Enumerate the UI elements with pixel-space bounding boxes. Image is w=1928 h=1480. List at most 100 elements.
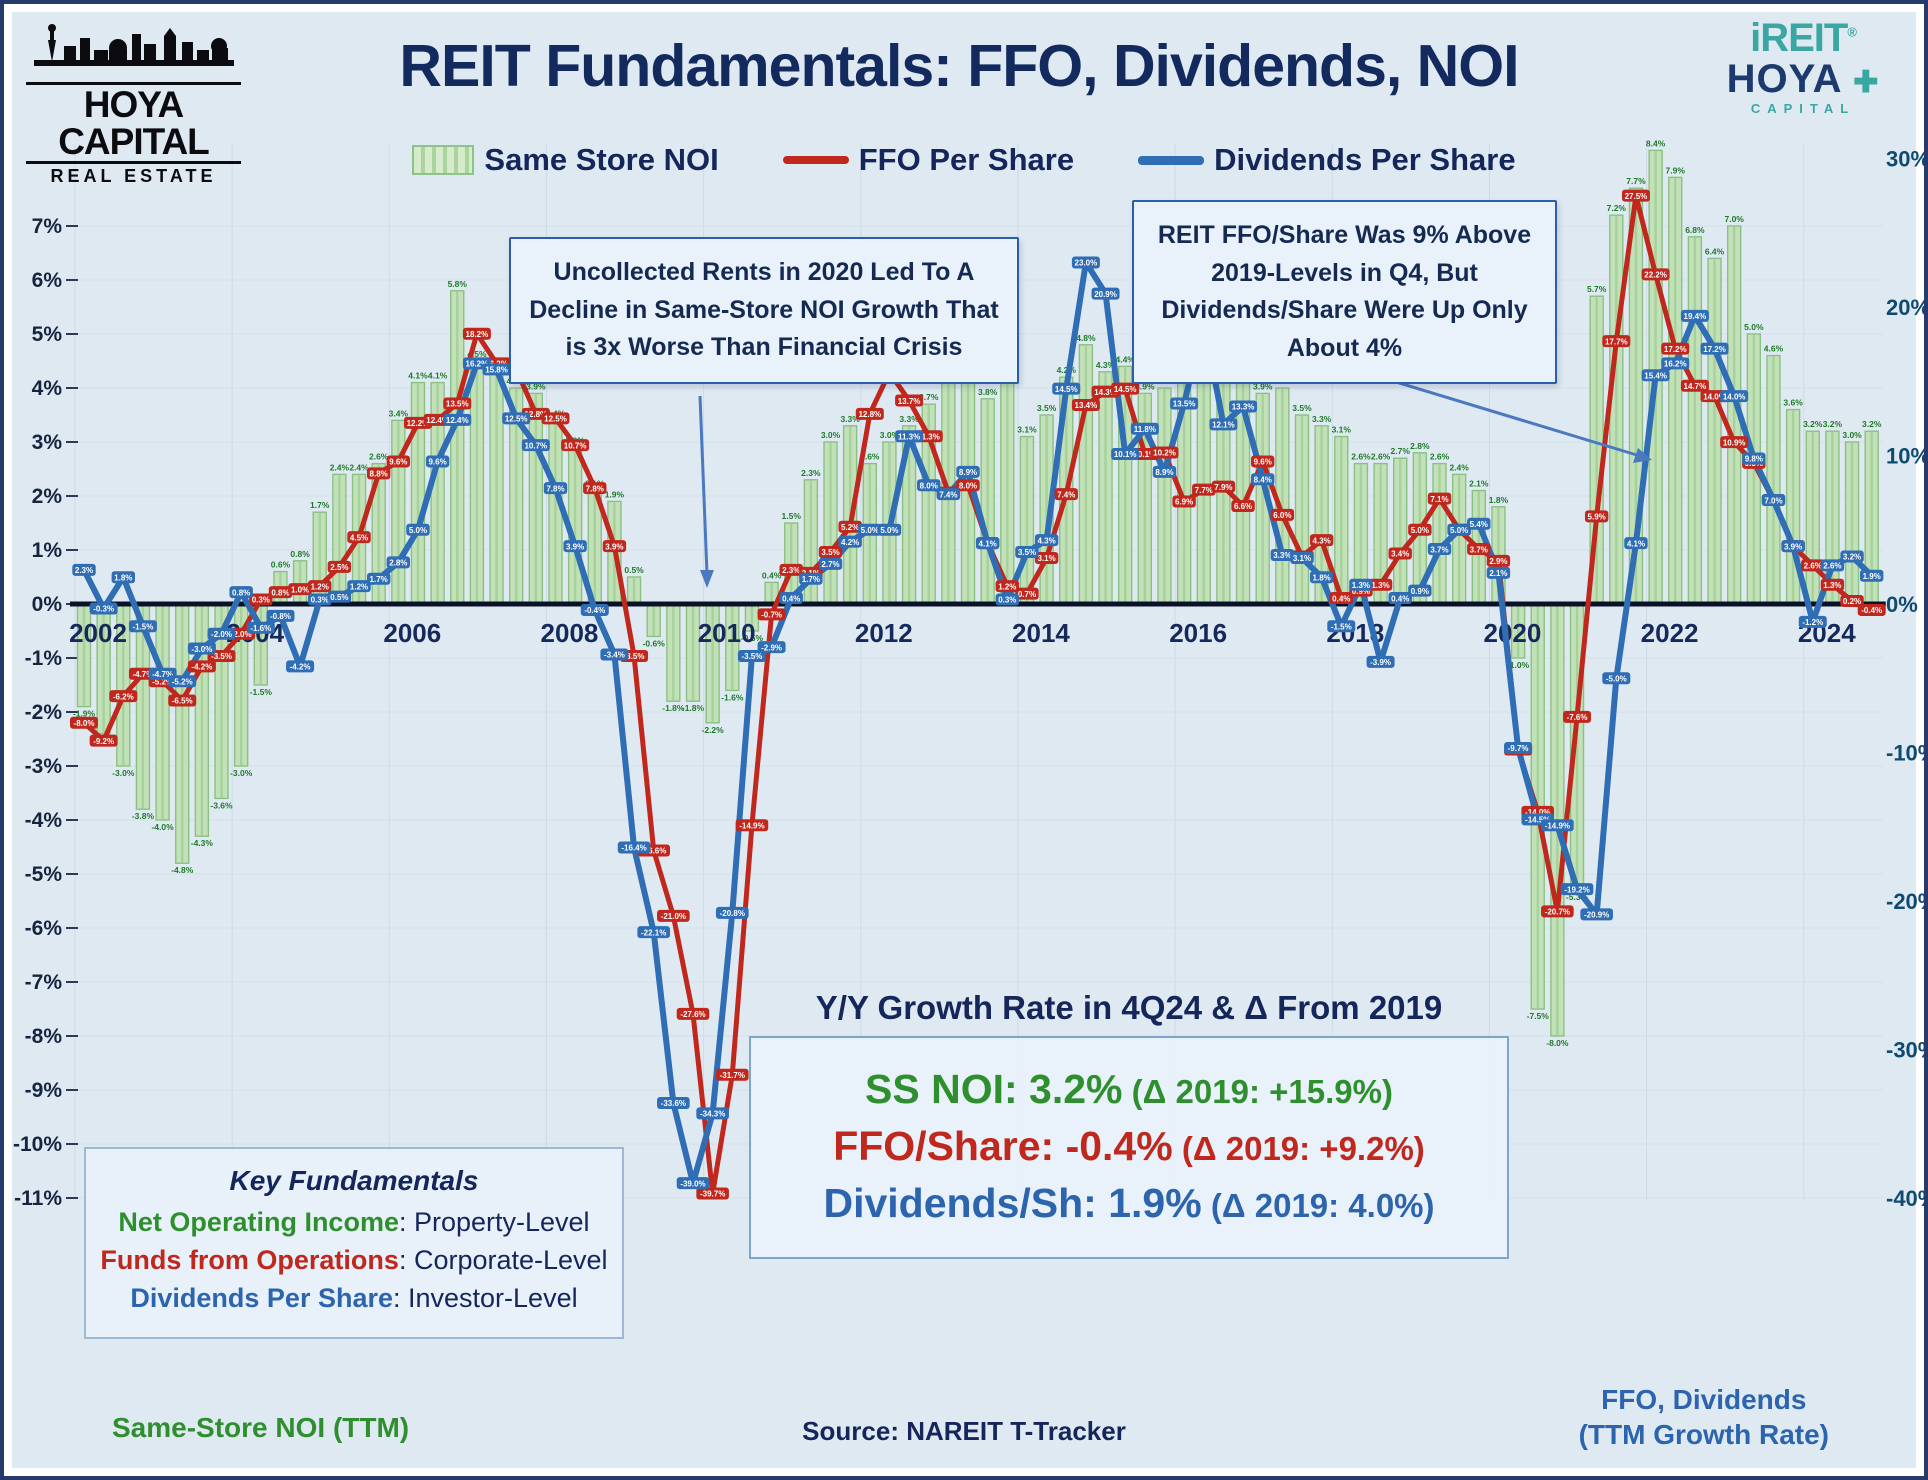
svg-text:-33.6%: -33.6% [661,1099,686,1108]
svg-text:5.0%: 5.0% [1411,526,1429,535]
svg-text:20.9%: 20.9% [1094,290,1117,299]
svg-text:5.9%: 5.9% [1588,513,1606,522]
svg-text:-9%: -9% [25,1079,63,1102]
svg-text:-4.7%: -4.7% [132,670,153,679]
svg-text:10.9%: 10.9% [1723,438,1746,447]
svg-text:0.4%: 0.4% [1332,594,1350,603]
svg-text:2.6%: 2.6% [1371,452,1391,462]
svg-text:12.5%: 12.5% [544,415,567,424]
key-fundamentals-box: Key Fundamentals Net Operating Income: P… [84,1147,624,1339]
svg-text:3.9%: 3.9% [605,542,623,551]
svg-text:3.9%: 3.9% [1253,381,1273,391]
hoya-logo-name: HOYA CAPITAL [26,82,241,164]
svg-text:13.5%: 13.5% [446,400,469,409]
source-note: Source: NAREIT T-Tracker [802,1416,1126,1446]
svg-text:5.0%: 5.0% [861,526,879,535]
svg-text:5.0%: 5.0% [1450,526,1468,535]
svg-text:-3.5%: -3.5% [211,652,232,661]
summary-row-ffo: FFO/Share: -0.4% (Δ 2019: +9.2%) [833,1123,1425,1169]
legend-label: Dividends Per Share [1214,142,1516,177]
svg-text:4.1%: 4.1% [408,371,428,381]
svg-text:1.2%: 1.2% [350,582,368,591]
svg-text:4.1%: 4.1% [428,371,448,381]
key-fundamentals-row-noi: Net Operating Income: Property-Level [118,1207,590,1237]
svg-text:-3.4%: -3.4% [604,651,625,660]
ireit-logo-brand1: iREIT® [1750,16,1857,60]
svg-text:6.9%: 6.9% [1175,498,1193,507]
svg-text:13.3%: 13.3% [1232,403,1255,412]
svg-text:1.8%: 1.8% [1313,573,1331,582]
svg-text:0.5%: 0.5% [330,593,348,602]
svg-text:-4.8%: -4.8% [171,865,194,875]
svg-text:-1.5%: -1.5% [1331,622,1352,631]
svg-text:14.7%: 14.7% [1684,382,1707,391]
legend-label: Same Store NOI [484,142,719,177]
svg-text:-1%: -1% [25,647,63,670]
svg-text:2012: 2012 [855,618,913,648]
svg-text:3.0%: 3.0% [1842,430,1862,440]
svg-text:-30%: -30% [1886,1038,1928,1063]
svg-text:7.9%: 7.9% [1214,483,1232,492]
svg-text:13.5%: 13.5% [1173,400,1196,409]
svg-text:8.8%: 8.8% [370,470,388,479]
svg-text:7.8%: 7.8% [546,484,564,493]
svg-text:-20.8%: -20.8% [720,909,745,918]
svg-text:2.8%: 2.8% [389,559,407,568]
svg-text:0.3%: 0.3% [311,596,329,605]
key-fundamentals-title: Key Fundamentals [229,1165,479,1196]
svg-text:2.4%: 2.4% [1449,462,1469,472]
svg-text:8.9%: 8.9% [959,468,977,477]
svg-text:5.2%: 5.2% [841,523,859,532]
svg-text:-8.0%: -8.0% [1546,1038,1569,1048]
svg-text:1.8%: 1.8% [114,573,132,582]
svg-text:-27.6%: -27.6% [680,1010,705,1019]
svg-text:0.8%: 0.8% [271,588,289,597]
svg-text:-3.9%: -3.9% [1370,658,1391,667]
callout-uncollected-rents: Uncollected Rents in 2020 Led To A Decli… [509,237,1019,384]
svg-text:-1.8%: -1.8% [682,703,705,713]
svg-text:2.9%: 2.9% [1489,557,1507,566]
right-axis-title: FFO, Dividends (TTM Growth Rate) [1578,1384,1829,1450]
svg-text:3.5%: 3.5% [1018,548,1036,557]
svg-text:12.2%: 12.2% [407,419,430,428]
svg-text:2.6%: 2.6% [1430,452,1450,462]
summary-box: SS NOI: 3.2% (Δ 2019: +15.9%) FFO/Share:… [749,1036,1509,1259]
svg-text:-16.4%: -16.4% [621,844,646,853]
svg-text:-5%: -5% [25,863,63,886]
svg-text:2.4%: 2.4% [349,462,369,472]
svg-text:13.4%: 13.4% [1075,401,1098,410]
svg-text:3.4%: 3.4% [389,408,409,418]
svg-text:1.8%: 1.8% [1489,495,1509,505]
svg-text:-6.2%: -6.2% [113,692,134,701]
svg-text:-4.0%: -4.0% [151,822,174,832]
svg-text:2.4%: 2.4% [330,462,350,472]
left-axis-title: Same-Store NOI (TTM) [112,1412,410,1443]
svg-text:7.7%: 7.7% [1626,176,1646,186]
svg-text:-10%: -10% [13,1133,62,1156]
svg-text:12.1%: 12.1% [1212,421,1235,430]
svg-text:4.3%: 4.3% [1313,536,1331,545]
svg-text:1.9%: 1.9% [605,489,625,499]
svg-text:5.4%: 5.4% [1470,520,1488,529]
summary-title: Y/Y Growth Rate in 4Q24 & Δ From 2019 [815,989,1443,1026]
svg-text:-9.7%: -9.7% [1508,744,1529,753]
svg-text:3.1%: 3.1% [1037,554,1055,563]
svg-text:15.4%: 15.4% [1644,372,1667,381]
svg-text:-2.9%: -2.9% [761,643,782,652]
svg-text:8.4%: 8.4% [1254,475,1272,484]
svg-text:3.0%: 3.0% [821,430,841,440]
legend-item-noi: Same Store NOI [412,142,719,178]
svg-text:1.7%: 1.7% [802,575,820,584]
svg-text:7.0%: 7.0% [1764,496,1782,505]
svg-text:-10%: -10% [1886,741,1928,766]
svg-text:3.7%: 3.7% [1470,545,1488,554]
svg-text:0.7%: 0.7% [1018,590,1036,599]
svg-text:-14.9%: -14.9% [1545,821,1570,830]
svg-text:-0.3%: -0.3% [93,605,114,614]
svg-text:2006: 2006 [383,618,441,648]
svg-text:0.8%: 0.8% [232,588,250,597]
svg-text:-5.2%: -5.2% [152,677,173,686]
svg-text:12.8%: 12.8% [524,410,547,419]
svg-text:5.0%: 5.0% [409,526,427,535]
noi-bar-swatch-icon [412,145,475,175]
